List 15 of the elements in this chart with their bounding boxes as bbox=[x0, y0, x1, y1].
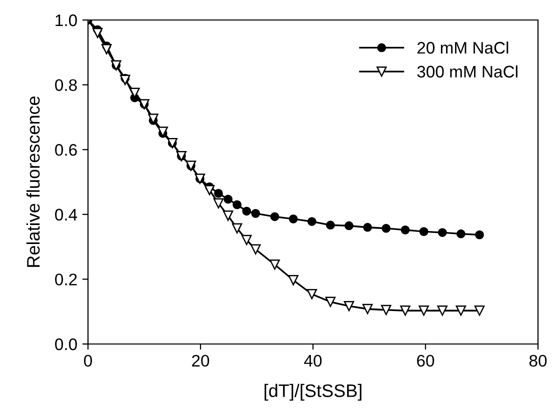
x-tick-label: 20 bbox=[192, 354, 210, 367]
y-tick-label: 0.6 bbox=[55, 144, 77, 156]
y-tick-label: 1.0 bbox=[56, 14, 77, 26]
x-tick-label: 60 bbox=[417, 354, 434, 367]
x-tick-label: 40 bbox=[304, 354, 322, 367]
y-tick-label: 0.2 bbox=[55, 274, 77, 286]
x-tick-label: 80 bbox=[529, 354, 547, 367]
y-tick-label: 0.8 bbox=[55, 79, 77, 92]
x-tick-label: 0 bbox=[84, 354, 92, 367]
legend-label: 300 mM NaCl bbox=[417, 65, 518, 78]
y-tick-label: 0.4 bbox=[55, 208, 78, 221]
legend-label: 20 mM NaCl bbox=[417, 41, 508, 54]
y-axis-title: Relative fluorescence bbox=[26, 96, 40, 267]
y-tick-label: 0.0 bbox=[55, 338, 77, 350]
x-axis-title: [dT]/[StSSB] bbox=[264, 384, 362, 401]
